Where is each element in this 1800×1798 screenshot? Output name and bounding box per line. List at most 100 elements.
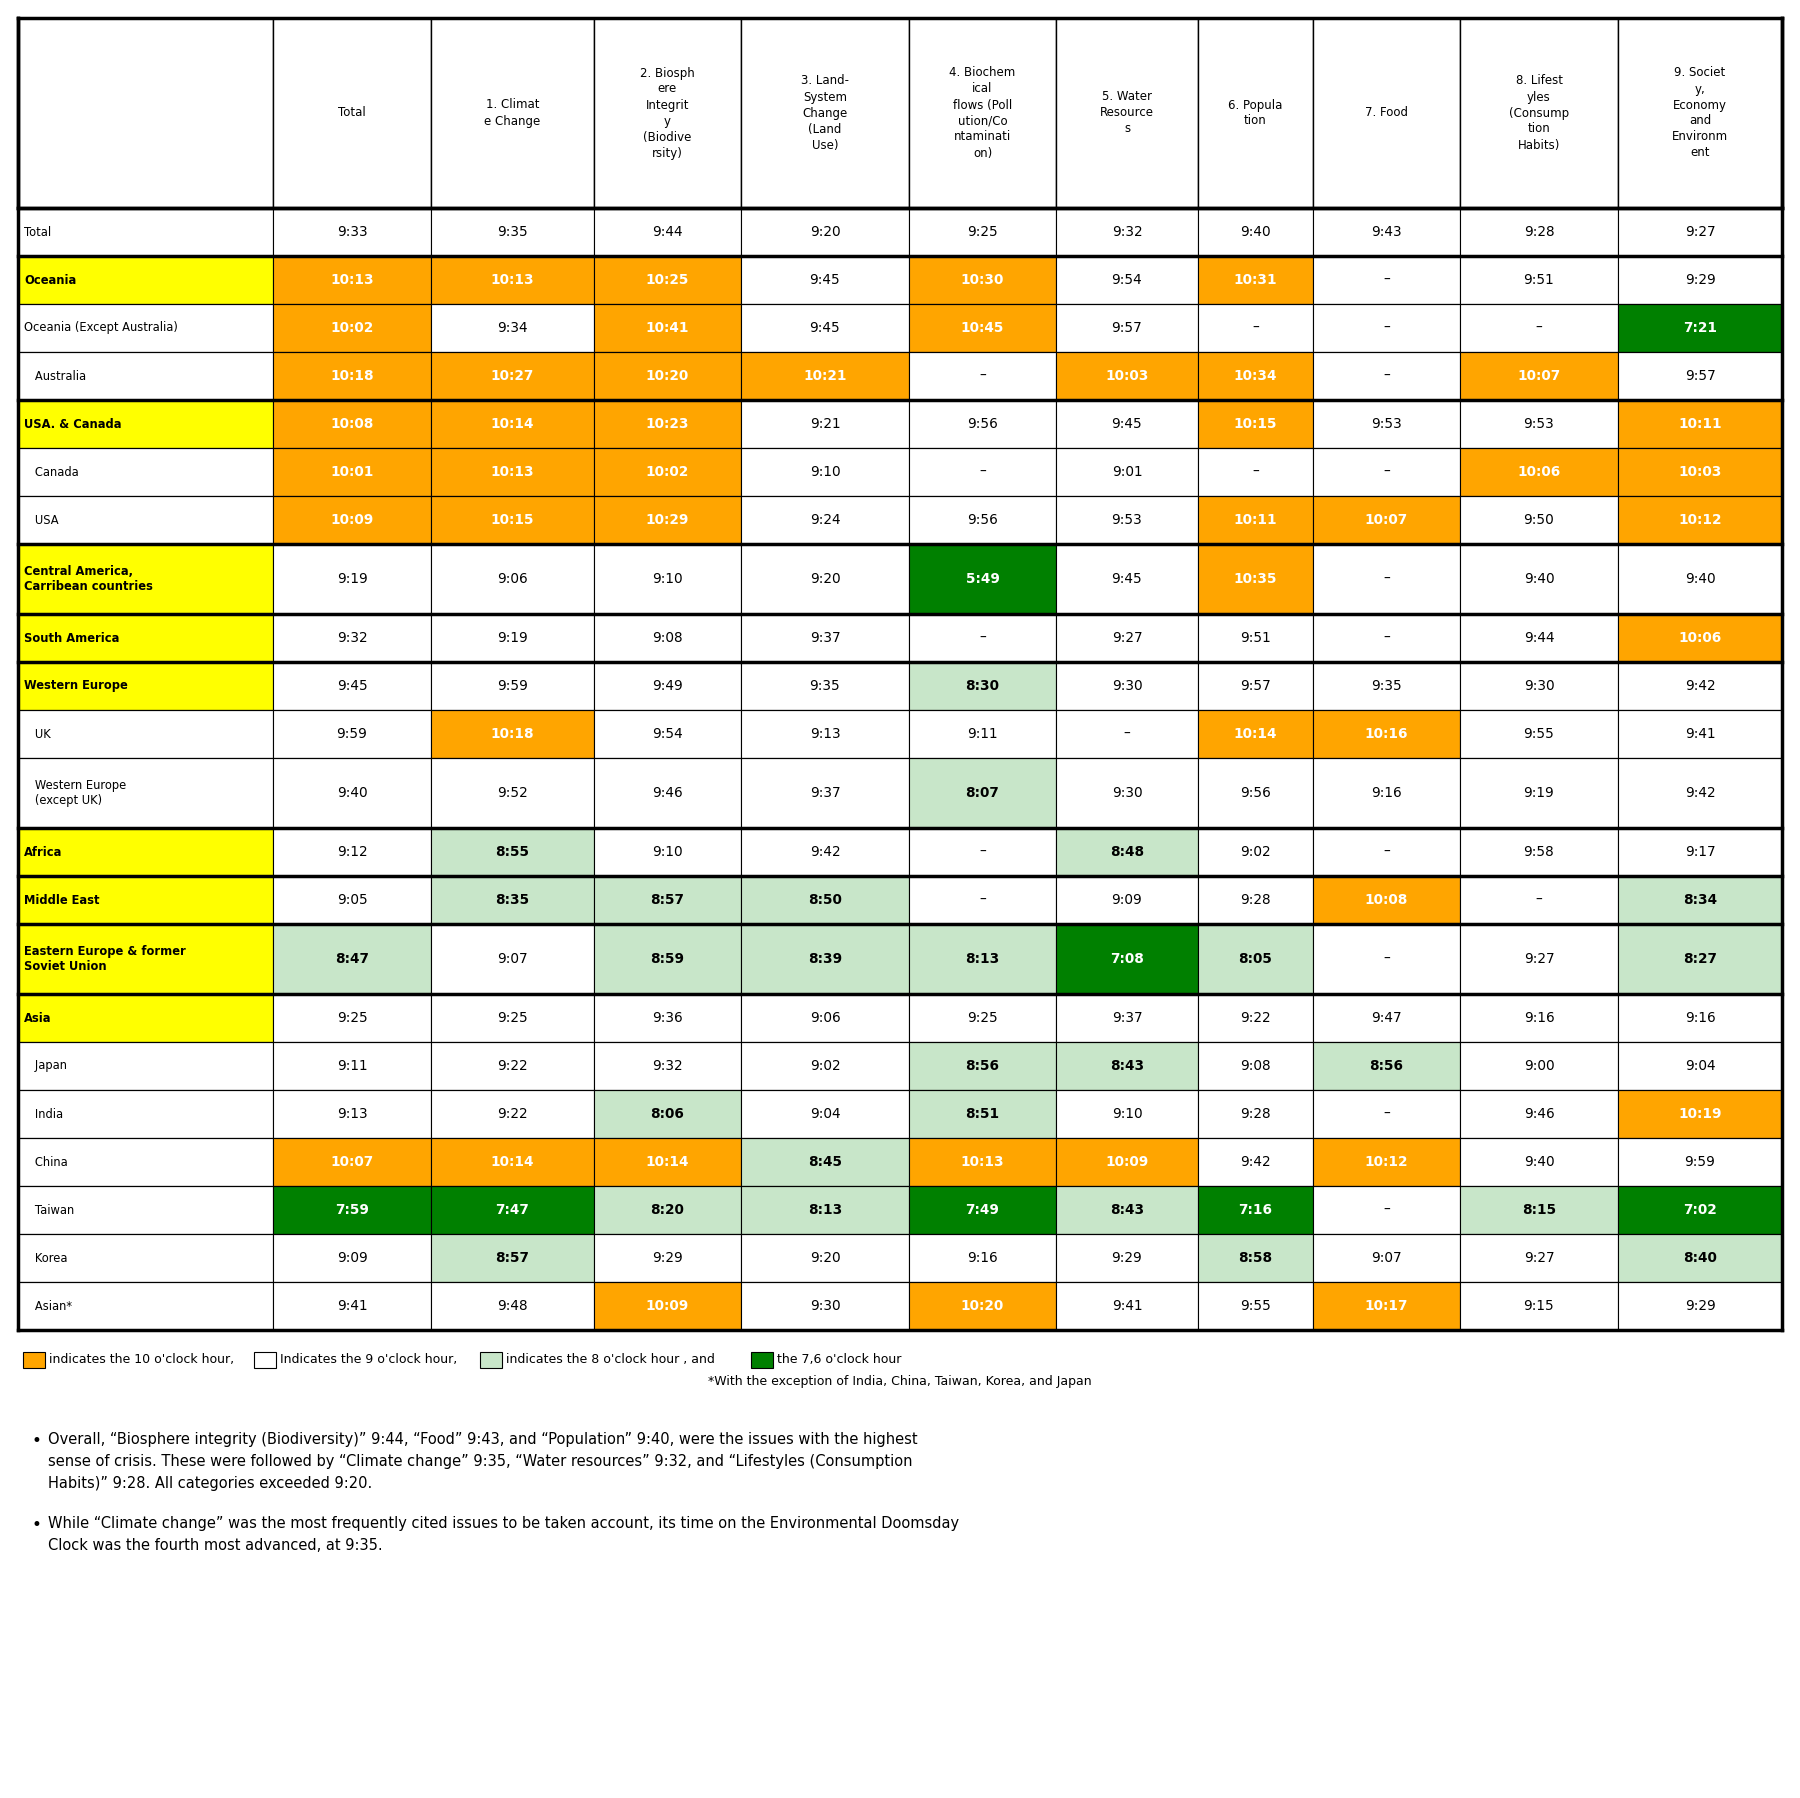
- Bar: [594, 255, 742, 304]
- Text: 10:12: 10:12: [1364, 1154, 1408, 1169]
- Bar: [594, 1187, 742, 1233]
- Text: –: –: [1382, 466, 1390, 478]
- Bar: [274, 994, 430, 1043]
- Text: 9:02: 9:02: [810, 1059, 841, 1073]
- Bar: [1057, 352, 1199, 399]
- Text: *With the exception of India, China, Taiwan, Korea, and Japan: *With the exception of India, China, Tai…: [707, 1375, 1093, 1388]
- Text: 9:57: 9:57: [1240, 680, 1271, 692]
- Text: 9:55: 9:55: [1523, 726, 1555, 741]
- Text: 10:02: 10:02: [331, 322, 374, 334]
- Bar: [430, 876, 594, 924]
- Text: 9:59: 9:59: [337, 726, 367, 741]
- Text: –: –: [979, 845, 986, 859]
- Bar: [909, 18, 1057, 209]
- Text: 9:37: 9:37: [1112, 1010, 1143, 1025]
- Text: 9:40: 9:40: [1240, 225, 1271, 239]
- Text: 9:56: 9:56: [967, 512, 997, 527]
- Bar: [909, 1282, 1057, 1331]
- Text: sense of crisis. These were followed by “Climate change” 9:35, “Water resources”: sense of crisis. These were followed by …: [49, 1455, 913, 1469]
- Bar: [1199, 876, 1312, 924]
- Text: 9:22: 9:22: [497, 1059, 527, 1073]
- Text: 9:57: 9:57: [1685, 369, 1715, 383]
- Bar: [1199, 304, 1312, 352]
- Text: 10:14: 10:14: [646, 1154, 689, 1169]
- Bar: [1460, 1187, 1618, 1233]
- Text: 9:42: 9:42: [1685, 786, 1715, 800]
- Text: 10:35: 10:35: [1233, 572, 1278, 586]
- Text: 10:13: 10:13: [961, 1154, 1004, 1169]
- Text: 9:47: 9:47: [1372, 1010, 1402, 1025]
- Bar: [1312, 613, 1460, 662]
- Text: 9:07: 9:07: [497, 951, 527, 966]
- Text: 9:45: 9:45: [1112, 572, 1143, 586]
- Text: •: •: [31, 1516, 41, 1534]
- Bar: [18, 662, 274, 710]
- Bar: [1618, 1090, 1782, 1138]
- Bar: [1199, 255, 1312, 304]
- Bar: [1312, 876, 1460, 924]
- Text: 9:42: 9:42: [810, 845, 841, 859]
- Bar: [18, 18, 274, 209]
- Text: 9:40: 9:40: [1685, 572, 1715, 586]
- Bar: [1618, 994, 1782, 1043]
- Text: 8:05: 8:05: [1238, 951, 1273, 966]
- Text: 9:55: 9:55: [1240, 1298, 1271, 1313]
- Bar: [909, 448, 1057, 496]
- Text: 7:21: 7:21: [1683, 322, 1717, 334]
- Text: Eastern Europe & former
Soviet Union: Eastern Europe & former Soviet Union: [23, 946, 185, 973]
- Text: 9:20: 9:20: [810, 572, 841, 586]
- Bar: [1460, 829, 1618, 876]
- Bar: [594, 1090, 742, 1138]
- Text: 9:40: 9:40: [1523, 1154, 1555, 1169]
- Text: 9:25: 9:25: [967, 1010, 997, 1025]
- Text: 9:29: 9:29: [1685, 273, 1715, 288]
- Bar: [742, 994, 909, 1043]
- Bar: [274, 876, 430, 924]
- Bar: [1199, 1187, 1312, 1233]
- Bar: [909, 876, 1057, 924]
- Text: –: –: [1382, 572, 1390, 586]
- Text: –: –: [1382, 322, 1390, 334]
- Bar: [742, 759, 909, 829]
- Bar: [594, 876, 742, 924]
- Bar: [1199, 1043, 1312, 1090]
- Text: 7:08: 7:08: [1111, 951, 1145, 966]
- Bar: [742, 1043, 909, 1090]
- Bar: [274, 352, 430, 399]
- Text: While “Climate change” was the most frequently cited issues to be taken account,: While “Climate change” was the most freq…: [49, 1516, 959, 1532]
- Bar: [742, 829, 909, 876]
- Text: 9:42: 9:42: [1240, 1154, 1271, 1169]
- Text: 8:43: 8:43: [1111, 1059, 1145, 1073]
- Text: 5:49: 5:49: [965, 572, 999, 586]
- Text: 9:27: 9:27: [1523, 1251, 1555, 1266]
- Text: 8:59: 8:59: [650, 951, 684, 966]
- Bar: [1312, 662, 1460, 710]
- Text: 9:28: 9:28: [1240, 894, 1271, 906]
- Text: 8:35: 8:35: [495, 894, 529, 906]
- Bar: [18, 1043, 274, 1090]
- Bar: [274, 613, 430, 662]
- Text: 9:45: 9:45: [810, 273, 841, 288]
- Bar: [430, 18, 594, 209]
- Bar: [274, 1090, 430, 1138]
- Bar: [594, 710, 742, 759]
- Text: 10:06: 10:06: [1517, 466, 1561, 478]
- Text: 9:58: 9:58: [1523, 845, 1555, 859]
- Text: 3. Land-
System
Change
(Land
Use): 3. Land- System Change (Land Use): [801, 74, 850, 151]
- Text: 10:12: 10:12: [1678, 512, 1723, 527]
- Text: 10:07: 10:07: [1364, 512, 1408, 527]
- Text: Asia: Asia: [23, 1012, 52, 1025]
- Bar: [18, 710, 274, 759]
- Bar: [742, 448, 909, 496]
- Text: 10:11: 10:11: [1678, 417, 1723, 432]
- Bar: [1460, 710, 1618, 759]
- Bar: [1057, 710, 1199, 759]
- Bar: [481, 1352, 502, 1368]
- Bar: [274, 255, 430, 304]
- Bar: [742, 545, 909, 613]
- Bar: [430, 304, 594, 352]
- Bar: [1057, 924, 1199, 994]
- Bar: [594, 1043, 742, 1090]
- Text: 8:13: 8:13: [965, 951, 999, 966]
- Text: 9:30: 9:30: [1112, 680, 1143, 692]
